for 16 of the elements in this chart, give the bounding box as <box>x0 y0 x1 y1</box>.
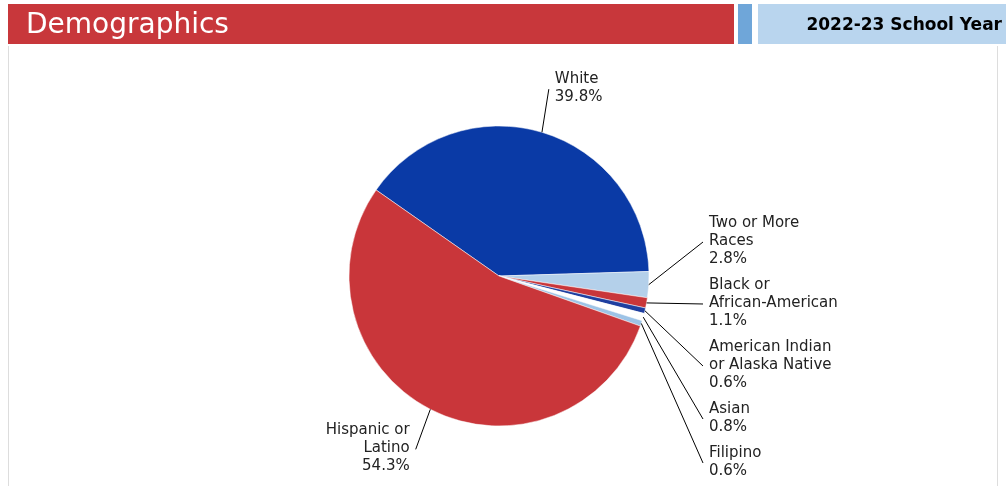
slice-label: Asian <box>709 399 750 417</box>
data-label: 2.8% <box>709 249 748 267</box>
data-label: 54.3% <box>362 456 410 475</box>
slice-label: Two or More Races <box>708 213 800 249</box>
slice-label: White <box>554 69 599 88</box>
slice-label: Hispanic or Latino <box>325 420 411 457</box>
data-label: 1.1% <box>709 311 748 329</box>
data-label: 0.6% <box>709 461 748 479</box>
data-label: 0.8% <box>709 417 748 435</box>
slice-label: American Indian or Alaska Native <box>709 337 832 373</box>
text: 2022-23 School Year <box>758 4 1006 44</box>
data-label: 0.6% <box>709 373 748 391</box>
chart-title: Demographics <box>8 4 734 44</box>
slice-label: Filipino <box>709 443 762 461</box>
data-label: 39.8% <box>554 87 603 106</box>
slice-label: Black or African-American <box>709 275 838 311</box>
